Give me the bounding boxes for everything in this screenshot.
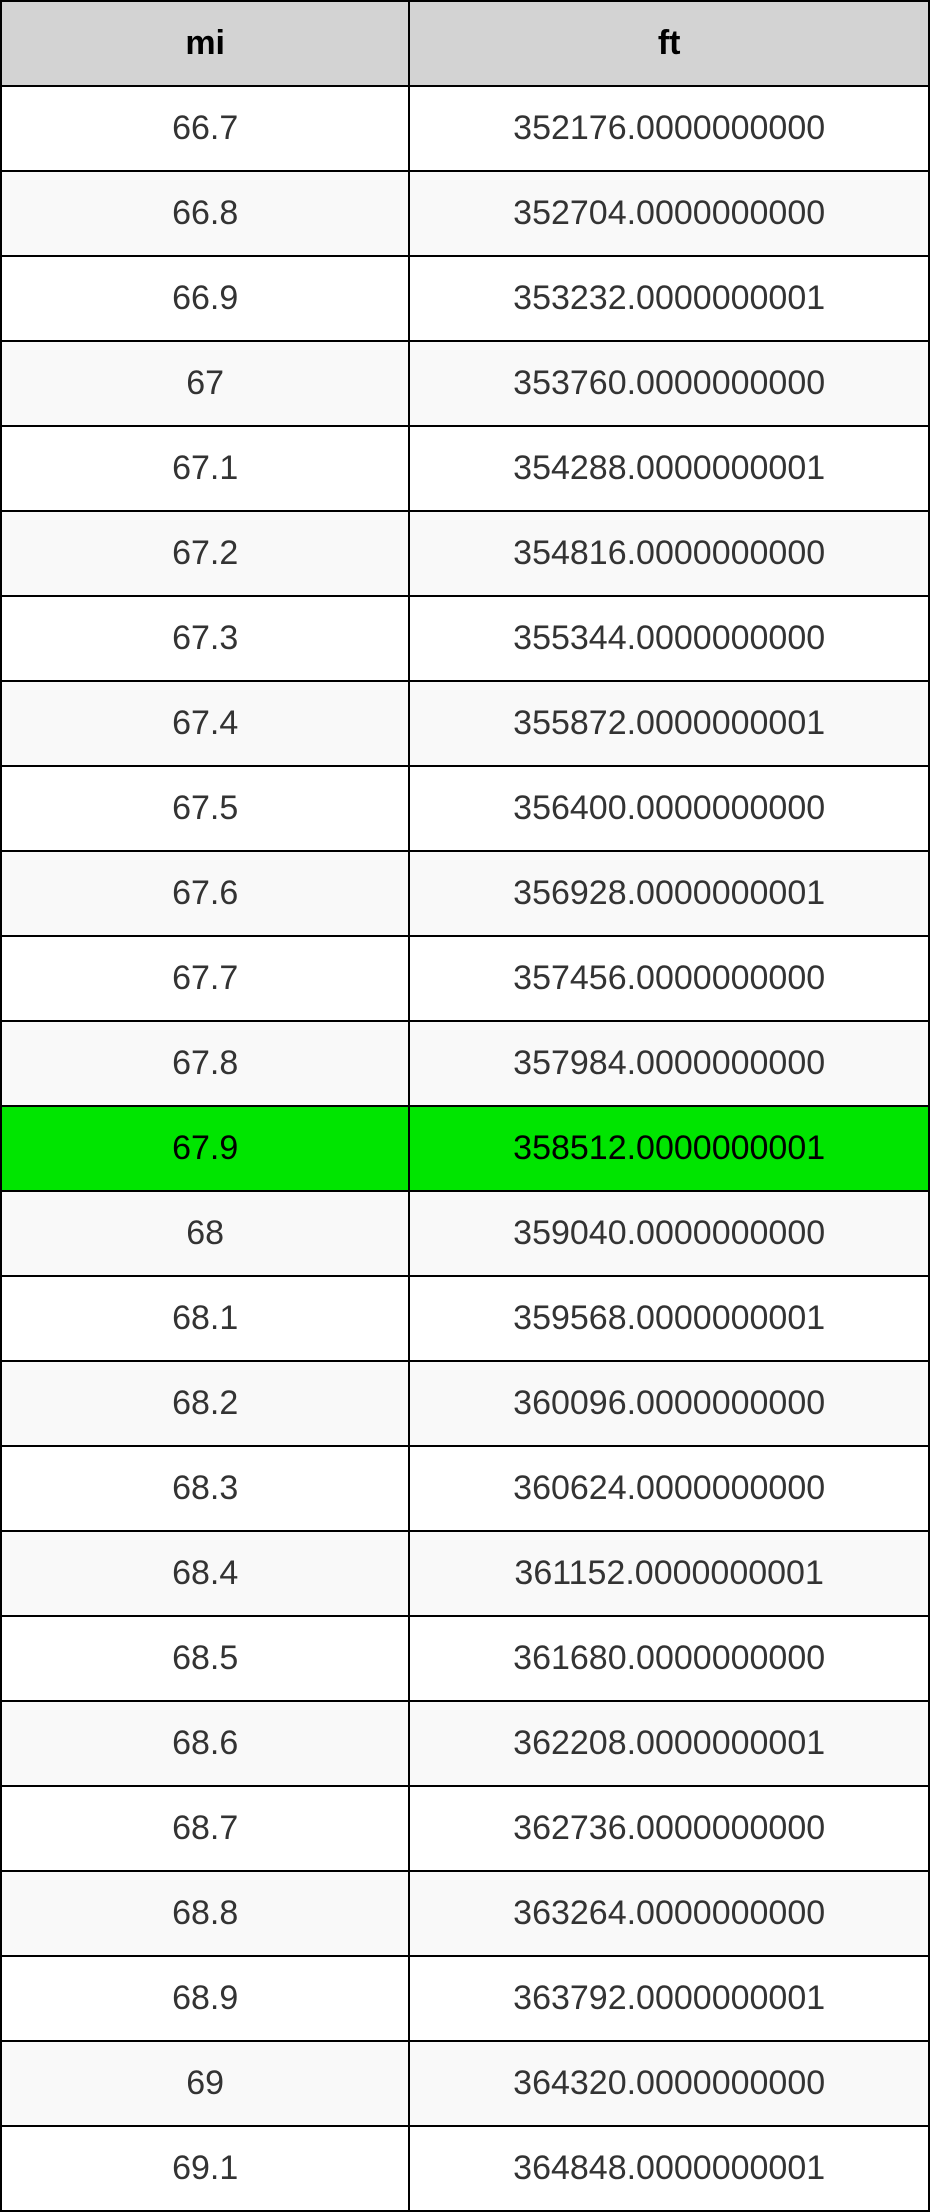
table-row: 67.2354816.0000000000: [1, 511, 929, 596]
cell-ft: 362208.0000000001: [409, 1701, 929, 1786]
cell-ft: 360624.0000000000: [409, 1446, 929, 1531]
cell-ft: 352704.0000000000: [409, 171, 929, 256]
table-row: 68.3360624.0000000000: [1, 1446, 929, 1531]
cell-ft: 355872.0000000001: [409, 681, 929, 766]
cell-ft: 356928.0000000001: [409, 851, 929, 936]
cell-ft: 357984.0000000000: [409, 1021, 929, 1106]
table-row: 68.2360096.0000000000: [1, 1361, 929, 1446]
column-header-ft: ft: [409, 1, 929, 86]
table-row: 68.4361152.0000000001: [1, 1531, 929, 1616]
cell-ft: 361680.0000000000: [409, 1616, 929, 1701]
cell-ft: 361152.0000000001: [409, 1531, 929, 1616]
cell-mi: 68.3: [1, 1446, 409, 1531]
cell-mi: 68.5: [1, 1616, 409, 1701]
table-row: 68.9363792.0000000001: [1, 1956, 929, 2041]
cell-mi: 69.1: [1, 2126, 409, 2211]
table-row: 67.1354288.0000000001: [1, 426, 929, 511]
cell-mi: 66.7: [1, 86, 409, 171]
table-row: 69.1364848.0000000001: [1, 2126, 929, 2211]
cell-ft: 364848.0000000001: [409, 2126, 929, 2211]
table-row: 67.8357984.0000000000: [1, 1021, 929, 1106]
table-body: 66.7352176.000000000066.8352704.00000000…: [1, 86, 929, 2211]
cell-ft: 354288.0000000001: [409, 426, 929, 511]
cell-mi: 67.7: [1, 936, 409, 1021]
cell-ft: 358512.0000000001: [409, 1106, 929, 1191]
cell-mi: 67.4: [1, 681, 409, 766]
cell-ft: 352176.0000000000: [409, 86, 929, 171]
cell-ft: 356400.0000000000: [409, 766, 929, 851]
table-row: 66.8352704.0000000000: [1, 171, 929, 256]
cell-mi: 68.8: [1, 1871, 409, 1956]
table-row: 68.1359568.0000000001: [1, 1276, 929, 1361]
table-row: 66.9353232.0000000001: [1, 256, 929, 341]
table-row: 67353760.0000000000: [1, 341, 929, 426]
cell-ft: 362736.0000000000: [409, 1786, 929, 1871]
table-row: 68.8363264.0000000000: [1, 1871, 929, 1956]
table-row: 68.6362208.0000000001: [1, 1701, 929, 1786]
table-row: 67.7357456.0000000000: [1, 936, 929, 1021]
table-row: 67.4355872.0000000001: [1, 681, 929, 766]
cell-mi: 67.1: [1, 426, 409, 511]
table-row: 67.6356928.0000000001: [1, 851, 929, 936]
table-row: 67.5356400.0000000000: [1, 766, 929, 851]
cell-ft: 353232.0000000001: [409, 256, 929, 341]
table-row: 68.7362736.0000000000: [1, 1786, 929, 1871]
cell-ft: 364320.0000000000: [409, 2041, 929, 2126]
cell-mi: 66.8: [1, 171, 409, 256]
cell-ft: 357456.0000000000: [409, 936, 929, 1021]
cell-mi: 67.2: [1, 511, 409, 596]
table-row: 67.3355344.0000000000: [1, 596, 929, 681]
column-header-mi: mi: [1, 1, 409, 86]
cell-ft: 363792.0000000001: [409, 1956, 929, 2041]
cell-mi: 67.9: [1, 1106, 409, 1191]
cell-mi: 68.9: [1, 1956, 409, 2041]
cell-ft: 363264.0000000000: [409, 1871, 929, 1956]
cell-mi: 67.3: [1, 596, 409, 681]
cell-mi: 68.4: [1, 1531, 409, 1616]
cell-ft: 355344.0000000000: [409, 596, 929, 681]
cell-mi: 68.7: [1, 1786, 409, 1871]
cell-ft: 359040.0000000000: [409, 1191, 929, 1276]
table-row: 69364320.0000000000: [1, 2041, 929, 2126]
cell-ft: 359568.0000000001: [409, 1276, 929, 1361]
cell-mi: 66.9: [1, 256, 409, 341]
cell-mi: 69: [1, 2041, 409, 2126]
cell-mi: 67.6: [1, 851, 409, 936]
cell-mi: 67: [1, 341, 409, 426]
table-row: 68.5361680.0000000000: [1, 1616, 929, 1701]
table-row: 67.9358512.0000000001: [1, 1106, 929, 1191]
cell-mi: 67.8: [1, 1021, 409, 1106]
table-row: 68359040.0000000000: [1, 1191, 929, 1276]
cell-mi: 68.1: [1, 1276, 409, 1361]
cell-ft: 353760.0000000000: [409, 341, 929, 426]
cell-mi: 68.6: [1, 1701, 409, 1786]
cell-mi: 67.5: [1, 766, 409, 851]
conversion-table: mi ft 66.7352176.000000000066.8352704.00…: [0, 0, 930, 2212]
cell-mi: 68.2: [1, 1361, 409, 1446]
table-header-row: mi ft: [1, 1, 929, 86]
cell-ft: 360096.0000000000: [409, 1361, 929, 1446]
table-row: 66.7352176.0000000000: [1, 86, 929, 171]
cell-mi: 68: [1, 1191, 409, 1276]
cell-ft: 354816.0000000000: [409, 511, 929, 596]
